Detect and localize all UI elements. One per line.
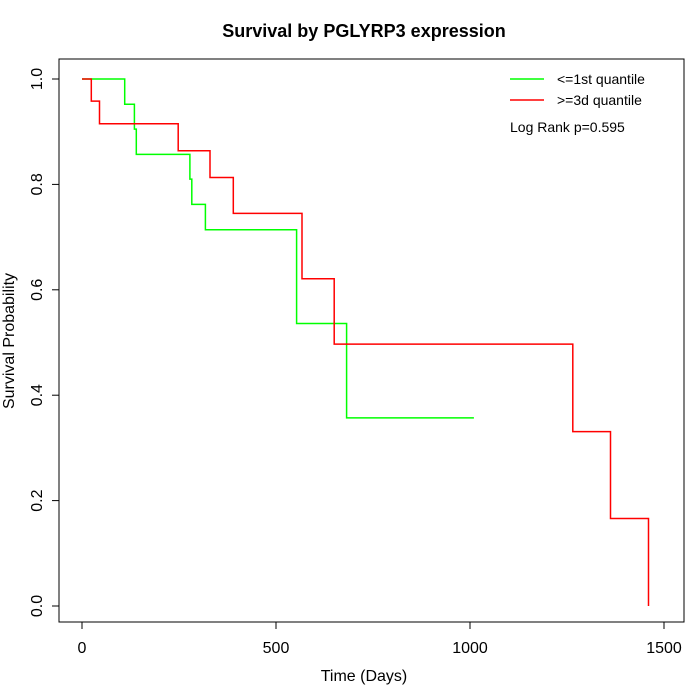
y-tick-label: 0.8	[29, 173, 46, 195]
y-tick-label: 0.4	[29, 384, 46, 406]
x-tick-label: 1000	[452, 640, 488, 657]
x-tick-label: 500	[263, 640, 290, 657]
legend-label-high: >=3d quantile	[557, 92, 642, 108]
y-axis-label: Survival Probability	[1, 273, 18, 409]
y-tick-label: 0.0	[29, 595, 46, 617]
chart-title: Survival by PGLYRP3 expression	[222, 21, 505, 41]
x-tick-label: 1500	[646, 640, 682, 657]
series-line-low-quantile	[82, 78, 474, 419]
x-tick-label: 0	[78, 640, 87, 657]
y-tick-label: 1.0	[29, 68, 46, 90]
x-axis-label: Time (Days)	[321, 668, 408, 685]
legend: <=1st quantile >=3d quantile Log Rank p=…	[510, 71, 645, 135]
y-tick-label: 0.6	[29, 279, 46, 301]
series-line-high-quantile	[82, 78, 650, 606]
series-layer	[82, 78, 650, 606]
y-tick-label: 0.2	[29, 489, 46, 511]
plot-frame	[58, 58, 685, 623]
legend-label-low: <=1st quantile	[557, 71, 645, 87]
log-rank-annotation: Log Rank p=0.595	[510, 119, 625, 135]
y-axis: 0.0 0.2 0.4 0.6 0.8 1.0	[29, 68, 60, 617]
x-axis: 0 500 1000 1500	[78, 621, 682, 657]
